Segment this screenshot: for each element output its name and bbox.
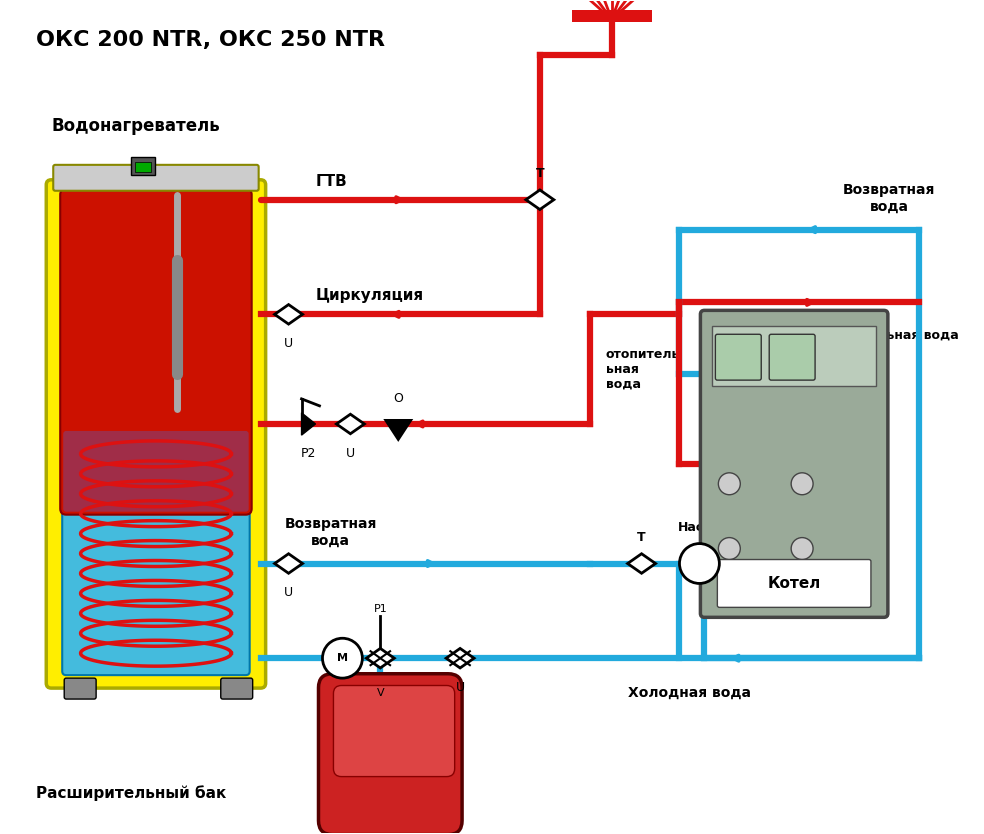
Circle shape: [791, 538, 813, 560]
Polygon shape: [337, 414, 364, 434]
FancyBboxPatch shape: [62, 408, 250, 676]
Text: Водонагреватель: Водонагреватель: [51, 117, 220, 135]
Text: Возвратная
вода: Возвратная вода: [284, 517, 377, 548]
FancyBboxPatch shape: [63, 431, 249, 512]
Text: P1: P1: [374, 605, 387, 615]
Text: U: U: [345, 447, 355, 460]
Circle shape: [718, 538, 740, 560]
FancyBboxPatch shape: [715, 334, 762, 380]
Text: T: T: [638, 530, 646, 544]
Polygon shape: [275, 554, 302, 573]
Text: Холодная вода: Холодная вода: [628, 686, 751, 700]
Text: U: U: [284, 337, 293, 350]
Text: M: M: [337, 653, 348, 663]
Circle shape: [718, 473, 740, 495]
Polygon shape: [628, 554, 655, 573]
Text: U: U: [284, 586, 293, 600]
FancyBboxPatch shape: [220, 678, 253, 699]
Text: ОКС 200 NTR, ОКС 250 NTR: ОКС 200 NTR, ОКС 250 NTR: [36, 30, 386, 50]
Circle shape: [323, 638, 362, 678]
FancyBboxPatch shape: [701, 310, 888, 617]
Circle shape: [680, 544, 719, 584]
Text: Возвратная
вода: Возвратная вода: [842, 183, 935, 214]
Polygon shape: [525, 190, 554, 209]
Circle shape: [791, 473, 813, 495]
Polygon shape: [446, 648, 474, 668]
Polygon shape: [301, 413, 316, 435]
FancyBboxPatch shape: [53, 165, 259, 191]
Text: ГТВ: ГТВ: [316, 173, 347, 188]
Text: Циркуляция: Циркуляция: [316, 289, 424, 304]
Bar: [712, 326, 876, 386]
FancyBboxPatch shape: [60, 188, 252, 515]
Text: T: T: [535, 167, 544, 180]
FancyBboxPatch shape: [319, 674, 462, 834]
Polygon shape: [366, 648, 395, 668]
FancyBboxPatch shape: [46, 180, 266, 688]
Polygon shape: [275, 304, 302, 324]
Text: Котел: Котел: [768, 576, 821, 591]
Text: Расширительный бак: Расширительный бак: [36, 785, 226, 801]
Text: Насос: Насос: [678, 520, 720, 534]
Text: отопительная вода: отопительная вода: [820, 329, 958, 341]
Text: U: U: [456, 681, 464, 694]
Bar: [572, 10, 651, 23]
Text: отопитель
ьная
вода: отопитель ьная вода: [606, 348, 680, 390]
Bar: [135, 162, 151, 172]
Polygon shape: [384, 419, 413, 442]
Text: O: O: [394, 392, 403, 405]
Text: P2: P2: [301, 447, 316, 460]
FancyBboxPatch shape: [717, 560, 871, 607]
FancyBboxPatch shape: [334, 686, 455, 776]
Bar: [131, 157, 154, 175]
FancyBboxPatch shape: [769, 334, 815, 380]
FancyBboxPatch shape: [64, 678, 96, 699]
Text: V: V: [377, 688, 384, 698]
